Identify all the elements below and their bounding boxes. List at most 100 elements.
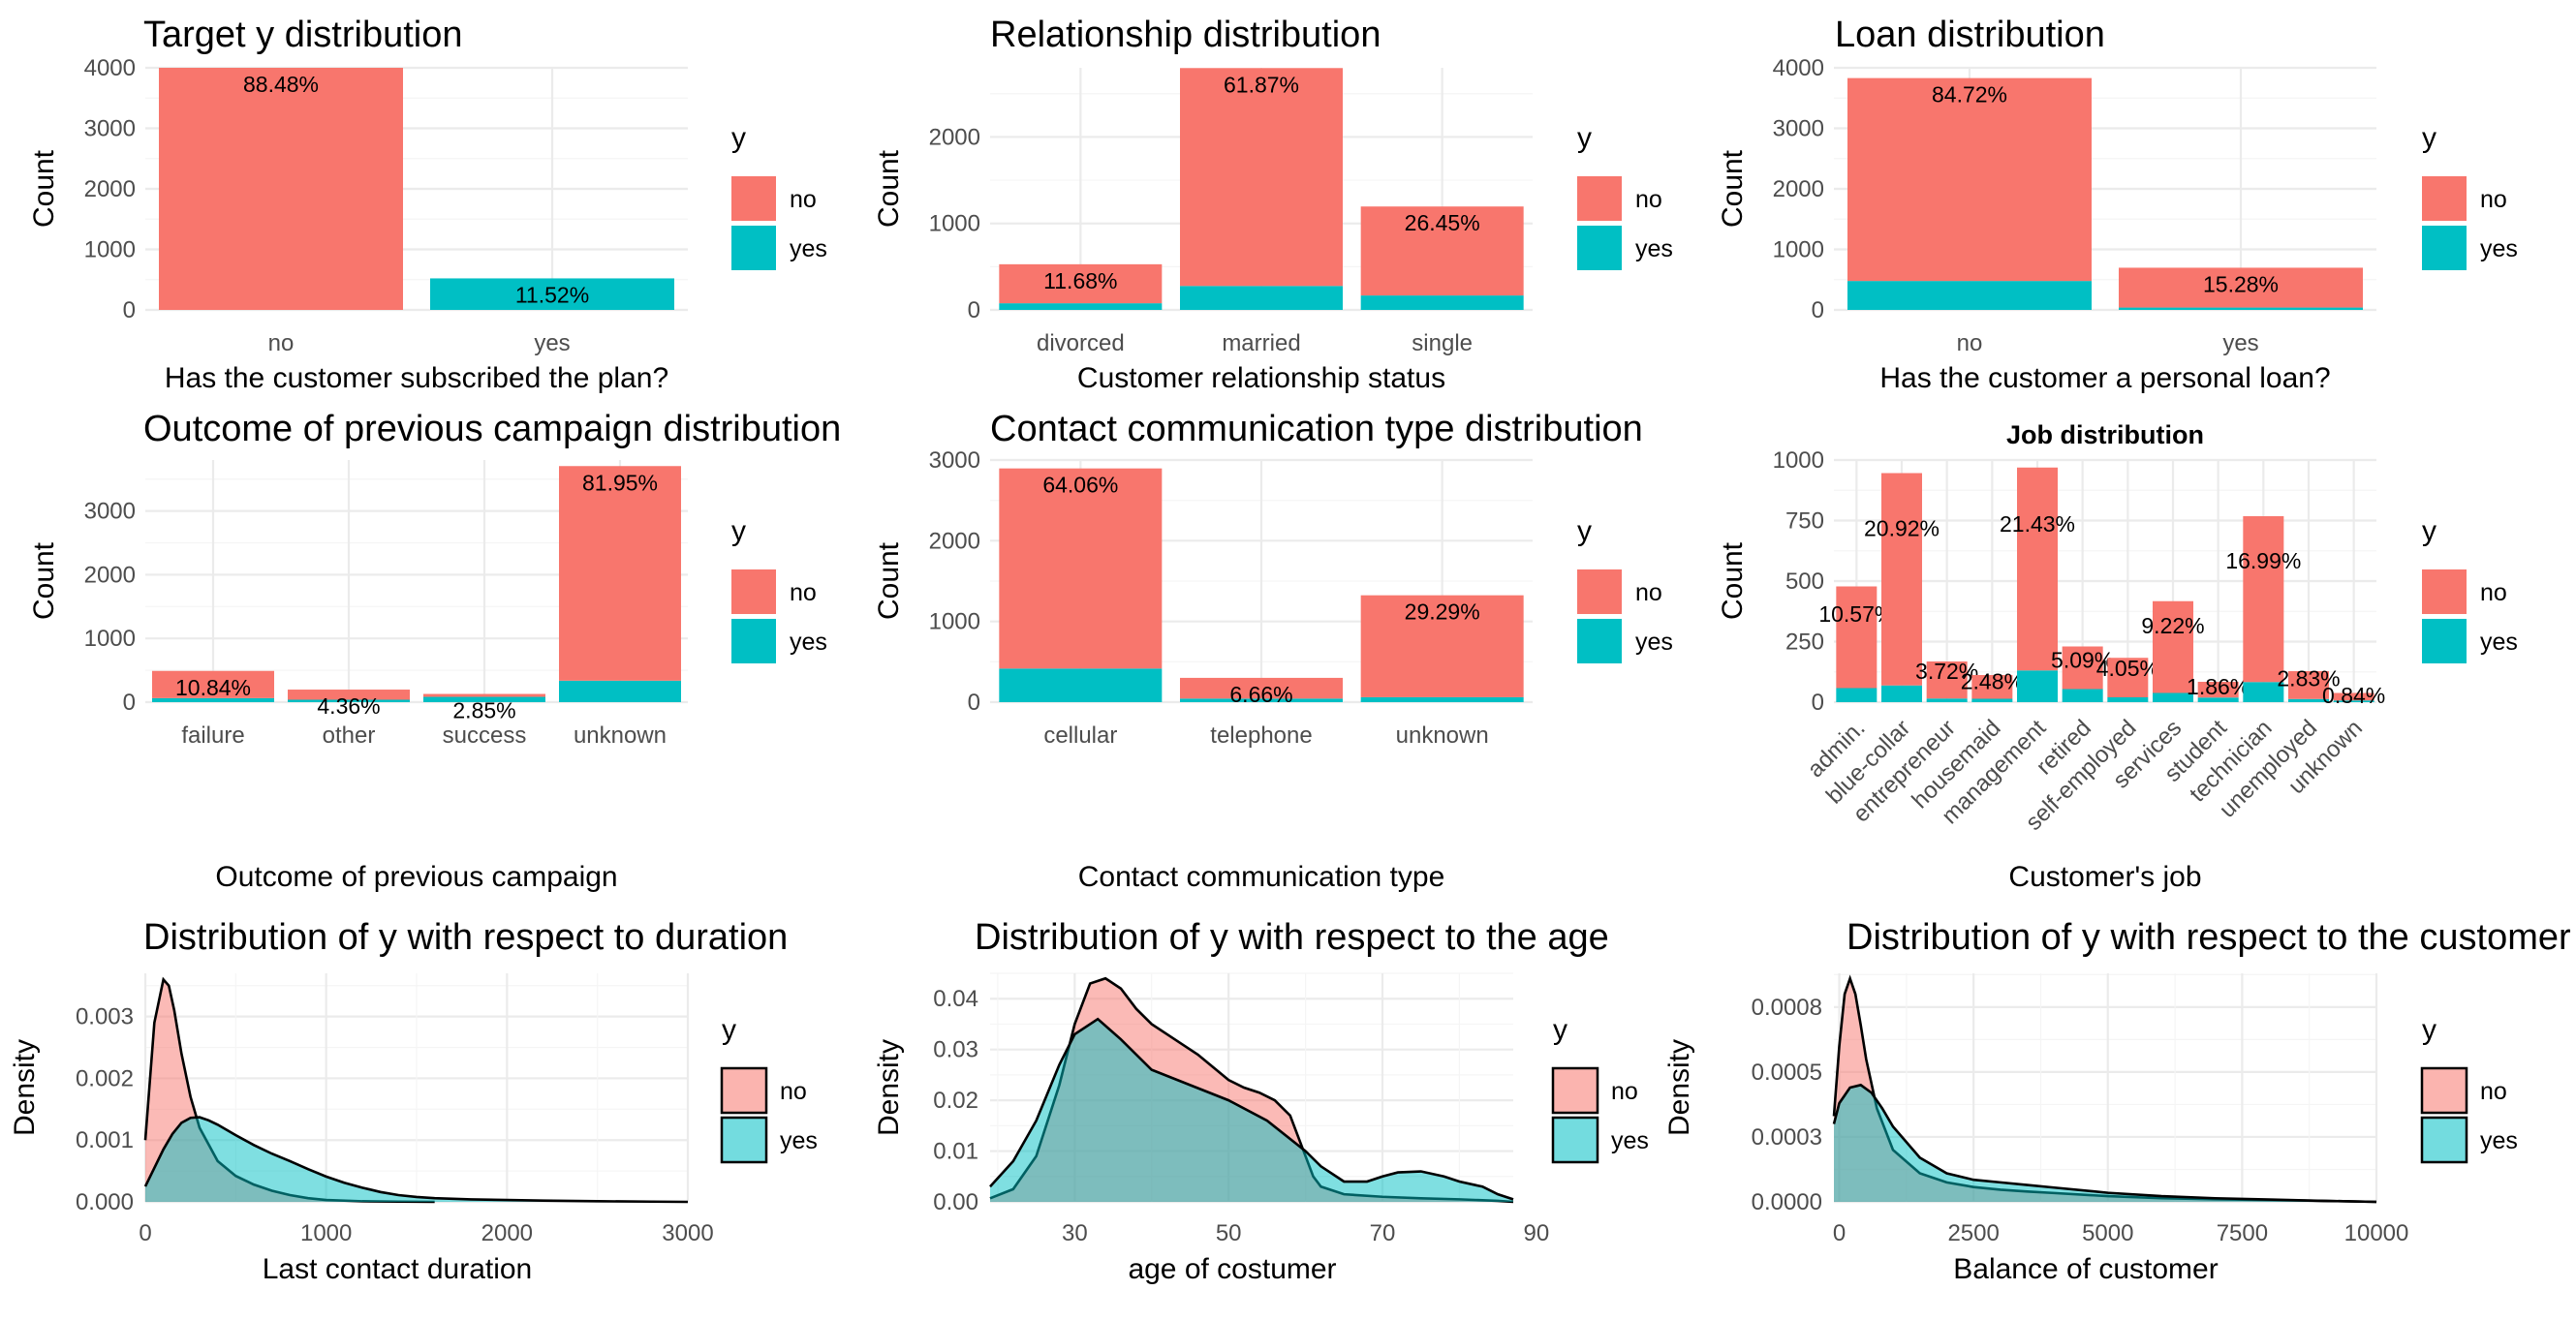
data-label: 4.05% [2096,656,2159,681]
data-label: 16.99% [2225,548,2301,573]
chart-title: Contact communication type distribution [990,409,1643,449]
bar-no [2288,671,2329,699]
y-axis-label: Density [9,1039,41,1136]
legend-title: y [722,1014,736,1046]
legend: y no yes [2422,122,2518,270]
bar-no [288,690,410,700]
y-tick-label: 0.0003 [1752,1124,1822,1151]
data-label: 20.92% [1864,515,1940,540]
x-axis-label: Balance of customer [1953,1253,2218,1285]
bar-yes [2062,689,2103,702]
y-tick-label: 500 [1785,568,1824,595]
legend: y no yes [1577,515,1673,663]
bar-yes [2333,700,2374,702]
bar-no [1836,586,1878,689]
legend-title: y [731,515,746,547]
bar-no [1926,661,1968,699]
x-axis-label: Outcome of previous campaign [215,861,617,893]
bar-no [2153,600,2193,693]
bar-yes [559,680,681,702]
legend-title: y [731,122,746,154]
legend-label-no: no [2480,1078,2507,1105]
bar-yes [1360,295,1524,310]
x-tick-label: success [443,722,527,749]
y-axis-label: Count [28,541,60,620]
bar-no [1971,675,2013,699]
bar-yes [2107,697,2149,702]
y-tick-label: 1000 [929,609,980,635]
data-label: 2.83% [2277,666,2340,691]
data-label: 5.09% [2051,647,2114,672]
bar-yes [1360,696,1524,702]
bar-yes [288,699,410,702]
y-tick-label: 1000 [1773,447,1824,474]
x-tick-label: 50 [1216,1220,1242,1246]
legend-key-yes [1551,1116,1599,1164]
y-tick-label: 1000 [929,211,980,237]
y-axis-label: Density [873,1039,905,1136]
y-tick-label: 2000 [84,176,136,202]
x-tick-label: 10000 [2344,1220,2409,1246]
x-tick-label: yes [534,330,570,356]
chart-marital: 11.68% 61.87% 26.45% 0 1000 2000 divorced marri… [873,15,1673,394]
legend-key-yes [2422,619,2467,663]
legend-title: y [1553,1014,1567,1046]
bar-no [1360,206,1524,296]
data-label: 21.43% [2000,511,2075,537]
bar-no [423,693,545,697]
data-label: 1.86% [2187,674,2250,699]
bar-yes [1926,698,1968,702]
chart-poutcome: 10.84% 4.36% 2.85% 81.95% 0 1000 2000 3000 failu… [28,409,841,893]
chart-age: 0.00 0.01 0.02 0.03 0.04 30 50 70 90 Distribution… [873,917,1649,1285]
bar-no [1180,68,1343,287]
data-label: 2.85% [452,698,515,723]
data-label: 2.48% [1961,669,2024,694]
y-tick-label: 0.001 [76,1127,134,1153]
chart-title: Relationship distribution [990,15,1381,55]
legend-key-yes [1577,226,1622,270]
x-tick-label: 2500 [1947,1220,1999,1246]
bar-no [999,263,1163,304]
bar-yes [1180,286,1343,310]
x-tick-label: 0 [1833,1220,1846,1246]
y-tick-label: 3000 [1773,116,1824,142]
legend-key-no [1577,569,1622,614]
x-tick-label: married [1222,330,1300,356]
y-axis-label: Count [28,149,60,228]
x-axis-label: Last contact duration [263,1253,533,1285]
x-tick-label: 7500 [2217,1220,2268,1246]
y-axis-label: Count [873,541,905,620]
data-label: 10.84% [175,675,251,700]
y-tick-label: 0.02 [933,1088,978,1114]
data-label: 61.87% [1224,72,1299,97]
y-axis-label: Count [1717,149,1749,228]
legend-label-no: no [1611,1078,1638,1105]
legend-label-yes: yes [1635,235,1673,262]
chart-title: Loan distribution [1835,15,2105,55]
x-axis-label: Has the customer subscribed the plan? [165,362,668,394]
legend-key-yes [1577,619,1622,663]
data-label: 4.36% [317,693,380,719]
y-tick-label: 1000 [1773,237,1824,263]
data-label: 88.48% [243,72,319,97]
y-tick-label: 0.0000 [1752,1189,1822,1215]
data-label: 26.45% [1405,210,1480,235]
chart-title: Target y distribution [143,15,463,55]
legend-label-no: no [790,579,817,606]
x-tick-label: no [268,330,295,356]
bar-yes [1881,685,1922,702]
bar-yes [999,668,1163,702]
bar-yes [1847,281,2092,310]
legend-key-no [731,569,776,614]
bar-yes [2153,692,2193,702]
x-axis-label: Has the customer a personal loan? [1879,362,2330,394]
y-tick-label: 250 [1785,630,1824,656]
legend-label-yes: yes [790,235,827,262]
legend-title: y [1577,515,1592,547]
bar-no [1847,77,2092,282]
legend-label-no: no [790,186,817,213]
legend: y no yes [2422,515,2518,663]
chart-title: Distribution of y with respect to durati… [143,917,788,958]
bar-no [2119,267,2363,308]
legend: y no yes [2420,1014,2518,1164]
